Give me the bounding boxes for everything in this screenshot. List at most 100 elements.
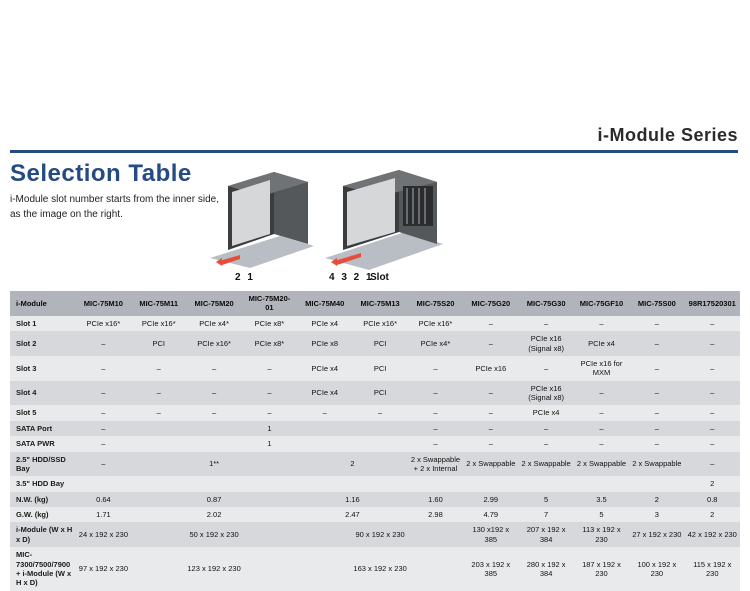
table-cell: 280 x 192 x 384 [518, 547, 573, 591]
table-cell: 42 x 192 x 230 [685, 522, 741, 547]
table-header-cell: MIC-75M20-01 [242, 291, 297, 316]
table-header-cell: MIC-75G30 [518, 291, 573, 316]
table-cell: 115 x 192 x 230 [685, 547, 741, 591]
table-cell: PCIe x4 [574, 331, 629, 356]
table-cell: 1 [131, 421, 408, 436]
table-cell: – [242, 381, 297, 406]
row-label: SATA Port [10, 421, 76, 436]
table-cell: 2.98 [408, 507, 463, 522]
table-cell [518, 476, 573, 491]
table-row: Slot 3––––PCIe x4PCI–PCIe x16–PCIe x16 f… [10, 356, 740, 381]
table-header-row: i-ModuleMIC-75M10MIC-75M11MIC-75M20MIC-7… [10, 291, 740, 316]
table-cell: 1** [131, 452, 297, 477]
table-cell: 2 [685, 507, 741, 522]
table-cell: 4.79 [463, 507, 518, 522]
table-header-cell: MIC-75M11 [131, 291, 186, 316]
table-head: i-ModuleMIC-75M10MIC-75M11MIC-75M20MIC-7… [10, 291, 740, 316]
table-row: SATA PWR–1–––––– [10, 436, 740, 451]
table-cell: 2 x Swappable [574, 452, 629, 477]
table-cell: PCIe x16* [352, 316, 407, 331]
table-cell: – [76, 421, 131, 436]
table-cell: – [685, 405, 741, 420]
table-cell: 187 x 192 x 230 [574, 547, 629, 591]
table-cell: 1 [131, 436, 408, 451]
table-cell: – [76, 452, 131, 477]
table-cell: PCIe x4* [408, 331, 463, 356]
table-cell: – [76, 405, 131, 420]
table-cell: 5 [574, 507, 629, 522]
table-cell: – [408, 381, 463, 406]
table-cell: PCIe x8* [242, 316, 297, 331]
table-row: Slot 5––––––––PCIe x4––– [10, 405, 740, 420]
table-cell: – [463, 421, 518, 436]
table-cell: – [685, 452, 741, 477]
table-header-cell: MIC-75GF10 [574, 291, 629, 316]
row-label: G.W. (kg) [10, 507, 76, 522]
table-header-cell: MIC-75G20 [463, 291, 518, 316]
table-cell [242, 476, 297, 491]
table-cell: PCIe x16* [76, 316, 131, 331]
table-cell: PCIe x16 [463, 356, 518, 381]
table-cell: 2 x Swappable + 2 x Internal [408, 452, 463, 477]
table-cell: – [76, 381, 131, 406]
table-cell: – [131, 405, 186, 420]
table-row: 3.5" HDD Bay2 [10, 476, 740, 491]
table-cell: – [685, 421, 741, 436]
table-cell: – [574, 316, 629, 331]
table-cell [574, 476, 629, 491]
row-label: Slot 2 [10, 331, 76, 356]
table-cell: – [574, 381, 629, 406]
slot-labels-right: 4 3 2 1 [329, 272, 374, 283]
table-cell [463, 476, 518, 491]
table-row: 2.5" HDD/SSD Bay–1**22 x Swappable + 2 x… [10, 452, 740, 477]
table-row: Slot 1PCIe x16*PCIe x16*PCIe x4*PCIe x8*… [10, 316, 740, 331]
table-row: SATA Port–1–––––– [10, 421, 740, 436]
table-cell: PCI [352, 356, 407, 381]
table-cell: – [629, 356, 684, 381]
table-row: Slot 4––––PCIe x4PCI––PCIe x16 (Signal x… [10, 381, 740, 406]
table-cell: 2 [629, 492, 684, 507]
table-cell: PCIe x16* [408, 316, 463, 331]
row-label: Slot 1 [10, 316, 76, 331]
table-cell: – [629, 316, 684, 331]
table-cell: – [574, 421, 629, 436]
table-body: Slot 1PCIe x16*PCIe x16*PCIe x4*PCIe x8*… [10, 316, 740, 591]
table-cell: PCIe x8 [297, 331, 352, 356]
table-cell: PCI [352, 381, 407, 406]
table-cell: – [518, 436, 573, 451]
table-cell: – [131, 356, 186, 381]
table-cell: 2.02 [131, 507, 297, 522]
table-cell: – [76, 436, 131, 451]
table-cell: 130 x192 x 385 [463, 522, 518, 547]
series-title: i-Module Series [597, 125, 738, 146]
table-header-cell: MIC-75S20 [408, 291, 463, 316]
table-cell: – [463, 331, 518, 356]
row-label: Slot 4 [10, 381, 76, 406]
table-cell: 3 [629, 507, 684, 522]
table-cell: 2.99 [463, 492, 518, 507]
table-cell: – [685, 331, 741, 356]
product-image-right [325, 166, 445, 276]
title-rule [10, 150, 738, 153]
row-label: 2.5" HDD/SSD Bay [10, 452, 76, 477]
table-cell: – [685, 436, 741, 451]
selection-table-wrap: i-ModuleMIC-75M10MIC-75M11MIC-75M20MIC-7… [10, 291, 740, 591]
table-cell: PCIe x4 [518, 405, 573, 420]
row-label: i-Module (W x H x D) [10, 522, 76, 547]
table-cell: – [76, 331, 131, 356]
row-label: MIC-7300/7500/7900 + i-Module (W x H x D… [10, 547, 76, 591]
slot-labels-left: 2 1 [235, 272, 255, 283]
table-cell [352, 476, 407, 491]
table-cell: – [408, 405, 463, 420]
table-cell: 2.47 [297, 507, 408, 522]
table-cell: – [518, 421, 573, 436]
table-header-cell: MIC-75M10 [76, 291, 131, 316]
row-label: SATA PWR [10, 436, 76, 451]
intro-line2: as the image on the right. [10, 209, 123, 220]
slot-labels: 2 1 4 3 2 1 Slot [210, 272, 460, 290]
table-cell: – [242, 356, 297, 381]
table-cell: – [463, 381, 518, 406]
table-cell: – [352, 405, 407, 420]
table-cell: – [408, 436, 463, 451]
table-cell: PCIe x8* [242, 331, 297, 356]
